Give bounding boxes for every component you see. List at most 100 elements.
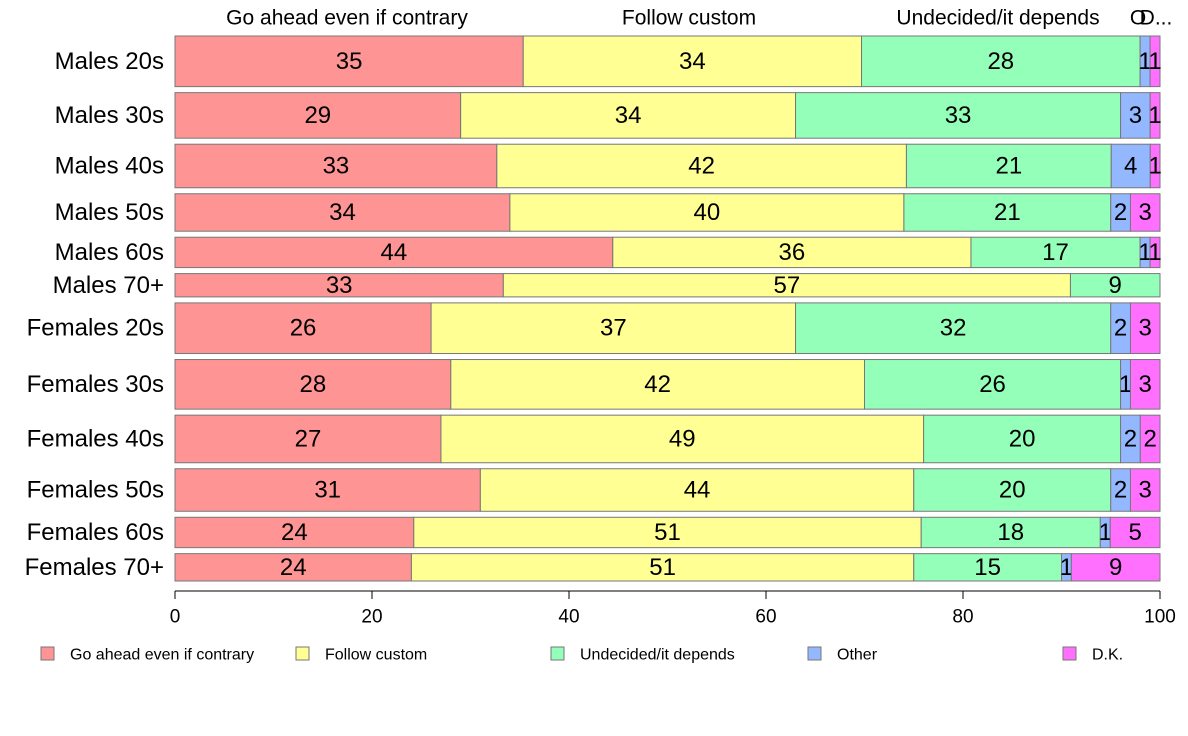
value-label: 4 [1124,152,1137,179]
bar-males-40s-other [1110,143,1151,189]
value-label: 28 [300,371,327,398]
value-label: 5 [1128,519,1141,546]
value-label: 1 [1060,554,1073,581]
bar-females-20s-d-k [1129,302,1161,355]
bar-males-40s-undecided-it-depends [905,143,1112,189]
value-label: 3 [1139,199,1152,226]
category-label: Males 40s [55,152,164,179]
bar-females-40s-follow-custom [440,414,925,464]
value-label: 17 [1042,239,1069,266]
value-label: 24 [280,554,307,581]
series-top-label: Go ahead even if contrary [226,7,468,30]
legend-swatch-follow-custom [295,646,310,661]
value-label: 57 [774,272,801,299]
bar-females-40s-d-k [1139,414,1161,464]
bar-males-30s-follow-custom [460,92,797,139]
value-label: 33 [326,272,353,299]
value-label: 2 [1124,425,1137,452]
value-label: 37 [600,315,627,342]
value-label: 33 [945,102,972,129]
legend-swatch-d-k [1062,646,1077,661]
series-top-label: Undecided/it depends [896,7,1099,30]
bar-males-20s-d-k [1149,35,1161,88]
value-label: 27 [295,425,322,452]
category-label: Males 70+ [53,272,164,299]
bar-males-60s-undecided-it-depends [970,236,1141,269]
bar-males-30s-undecided-it-depends [795,92,1122,139]
value-label: 1 [1099,519,1112,546]
bar-females-50s-follow-custom [479,468,915,512]
value-label: 20 [1009,425,1036,452]
bar-males-20s-follow-custom [522,35,863,88]
value-label: 21 [994,199,1021,226]
bar-females-30s-go-ahead-even-if-contrary [174,359,452,410]
value-label: 1 [1148,48,1161,75]
value-label: 40 [694,199,721,226]
value-label: 24 [281,519,308,546]
value-label: 35 [336,48,363,75]
bar-females-20s-follow-custom [430,302,797,355]
bar-females-30s-undecided-it-depends [864,359,1122,410]
category-label: Males 60s [55,239,164,266]
bar-females-60s-d-k [1109,516,1161,549]
value-label: 44 [684,477,711,504]
x-tick-label: 60 [755,607,776,628]
value-label: 31 [314,477,341,504]
value-label: 1 [1138,239,1151,266]
bar-males-50s-undecided-it-depends [903,193,1112,232]
category-label: Females 30s [27,371,164,398]
x-axis: 0 20 40 60 80 100 [170,590,1176,628]
value-label: 36 [779,239,806,266]
value-label: 44 [381,239,408,266]
value-label: 2 [1143,425,1156,452]
value-label: 3 [1139,477,1152,504]
bar-females-30s-d-k [1129,359,1161,410]
legend-label: Go ahead even if contrary [70,647,254,664]
value-label: 1 [1148,239,1161,266]
x-tick-label: 100 [1144,607,1176,628]
value-label: 9 [1109,272,1122,299]
value-label: 34 [329,199,356,226]
value-label: 2 [1114,315,1127,342]
bar-females-40s-undecided-it-depends [923,414,1122,464]
value-label: 18 [997,519,1024,546]
value-label: 32 [940,315,967,342]
bar-females-70-undecided-it-depends [913,553,1062,582]
bar-males-50s-d-k [1129,193,1161,232]
legend-label: Other [837,647,878,664]
category-label: Females 70+ [25,554,164,581]
value-label: 51 [649,554,676,581]
category-label: Males 30s [55,102,164,129]
category-label: Females 60s [27,519,164,546]
bar-males-60s-d-k [1149,236,1161,269]
value-label: 33 [323,152,350,179]
bar-males-30s-go-ahead-even-if-contrary [174,92,462,139]
bar-females-70-d-k [1070,553,1161,582]
bar-females-50s-go-ahead-even-if-contrary [174,468,481,512]
bar-females-70-follow-custom [410,553,915,582]
bar-males-40s-d-k [1149,143,1161,189]
value-label: 2 [1114,199,1127,226]
value-label: 1 [1138,48,1151,75]
series-top-label: D... [1140,7,1173,30]
value-label: 1 [1119,371,1132,398]
top-labels: Go ahead even if contrary Follow custom Un… [226,7,1172,30]
bar-females-50s-d-k [1129,468,1161,512]
bar-females-20s-undecided-it-depends [795,302,1112,355]
bar-males-30s-other [1120,92,1151,139]
x-tick-label: 80 [952,607,973,628]
value-label: 28 [987,48,1014,75]
value-label: 3 [1139,371,1152,398]
category-label: Females 50s [27,477,164,504]
value-label: 1 [1148,152,1161,179]
value-label: 42 [688,152,715,179]
legend-swatch-other [807,646,822,661]
series-top-label: Follow custom [622,7,756,30]
bar-males-30s-d-k [1149,92,1161,139]
bar-males-40s-follow-custom [496,143,907,189]
legend-swatch-go-ahead-even-if-contrary [40,646,55,661]
bar-females-60s-go-ahead-even-if-contrary [174,516,415,549]
legend: Go ahead even if contrary Follow custom Un… [40,646,1123,664]
legend-swatch-undecided-it-depends [550,646,565,661]
